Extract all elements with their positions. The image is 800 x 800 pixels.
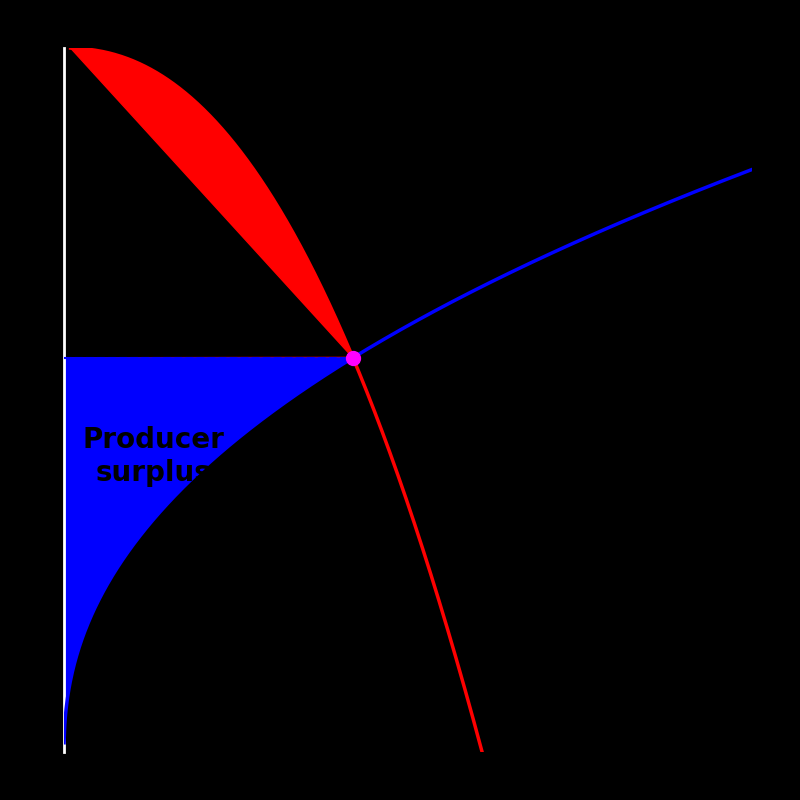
Text: Producer
surplus: Producer surplus: [82, 426, 224, 486]
Text: Consumer
surplus: Consumer surplus: [82, 243, 239, 303]
Polygon shape: [64, 358, 353, 752]
Polygon shape: [64, 48, 353, 358]
